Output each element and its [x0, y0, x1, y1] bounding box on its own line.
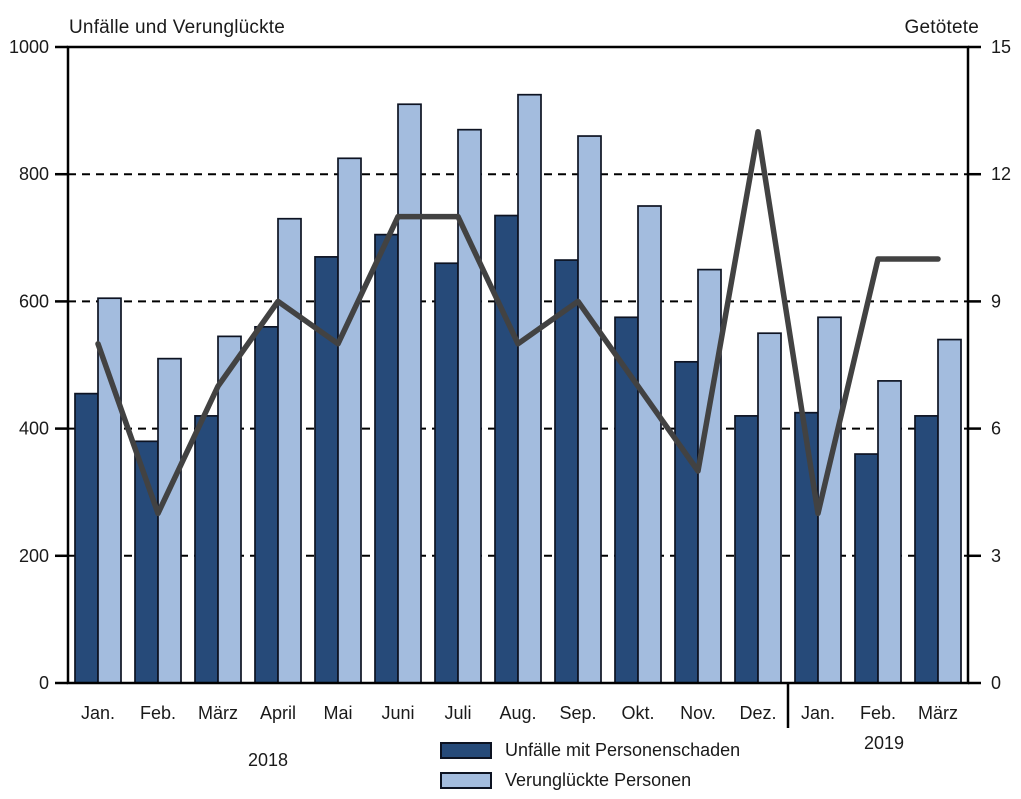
bar-unfaelle-7	[494, 214, 519, 684]
bar-verunglueckte-13	[877, 380, 902, 684]
y-right-tick-label-3: 3	[991, 546, 1001, 566]
bar-unfaelle-8	[554, 259, 579, 684]
bar-verunglueckte-8	[577, 135, 602, 684]
year-label-2018: 2018	[247, 750, 289, 770]
bar-unfaelle-4	[314, 256, 339, 684]
x-label-11: Dez.	[739, 703, 776, 723]
x-label-12: Jan.	[801, 703, 835, 723]
legend-item-unfaelle: Unfälle mit Personenschaden	[440, 740, 740, 761]
x-label-13: Feb.	[860, 703, 896, 723]
x-label-4: Mai	[323, 703, 352, 723]
bar-unfaelle-10	[674, 360, 699, 684]
legend: Unfälle mit Personenschaden Verunglückte…	[440, 740, 740, 791]
bar-verunglueckte-9	[637, 205, 662, 684]
x-label-6: Juli	[444, 703, 471, 723]
bar-unfaelle-3	[254, 325, 279, 684]
bar-verunglueckte-4	[337, 157, 362, 684]
x-label-7: Aug.	[499, 703, 536, 723]
plot-border	[66, 45, 970, 685]
y-left-tick-label-1000: 1000	[9, 37, 49, 57]
bar-unfaelle-2	[194, 415, 219, 684]
legend-swatch-unfaelle	[440, 742, 492, 759]
y-left-tick-label-600: 600	[19, 291, 49, 311]
bar-verunglueckte-3	[277, 217, 302, 684]
y-right-tick-label-12: 12	[991, 164, 1011, 184]
x-label-14: März	[918, 703, 958, 723]
y-right-tick-label-6: 6	[991, 419, 1001, 439]
bar-unfaelle-14	[914, 415, 939, 684]
bar-unfaelle-0	[74, 392, 99, 684]
x-label-3: April	[260, 703, 296, 723]
y-left-tick-label-400: 400	[19, 419, 49, 439]
x-label-9: Okt.	[621, 703, 654, 723]
bar-verunglueckte-6	[457, 128, 482, 684]
x-label-5: Juni	[381, 703, 414, 723]
line-getoetete	[95, 129, 941, 517]
bar-unfaelle-6	[434, 262, 459, 684]
bar-verunglueckte-7	[517, 93, 542, 684]
bar-unfaelle-5	[374, 233, 399, 684]
x-label-0: Jan.	[81, 703, 115, 723]
bar-verunglueckte-5	[397, 103, 422, 684]
year-label-2019: 2019	[863, 733, 905, 753]
bar-verunglueckte-11	[757, 332, 782, 684]
legend-swatch-verunglueckte	[440, 772, 492, 789]
y-left-tick-label-800: 800	[19, 164, 49, 184]
legend-label-unfaelle: Unfälle mit Personenschaden	[505, 740, 741, 760]
legend-label-verunglueckte: Verunglückte Personen	[505, 770, 692, 790]
legend-item-verunglueckte: Verunglückte Personen	[440, 770, 740, 791]
y-right-tick-label-9: 9	[991, 291, 1001, 311]
y-left-tick-label-0: 0	[39, 673, 49, 693]
right-axis-title: Getötete	[904, 17, 979, 38]
y-right-tick-label-0: 0	[991, 673, 1001, 693]
y-left-tick-label-200: 200	[19, 546, 49, 566]
x-label-1: Feb.	[140, 703, 176, 723]
x-label-8: Sep.	[559, 703, 596, 723]
x-label-10: Nov.	[680, 703, 716, 723]
bar-unfaelle-13	[854, 453, 879, 684]
x-label-2: März	[198, 703, 238, 723]
y-right-tick-label-15: 15	[991, 37, 1011, 57]
bar-unfaelle-11	[734, 415, 759, 684]
bar-verunglueckte-10	[697, 268, 722, 684]
bar-verunglueckte-2	[217, 335, 242, 684]
left-axis-title: Unfälle und Verunglückte	[69, 17, 286, 38]
bar-verunglueckte-14	[937, 338, 962, 684]
bar-verunglueckte-1	[157, 357, 182, 684]
